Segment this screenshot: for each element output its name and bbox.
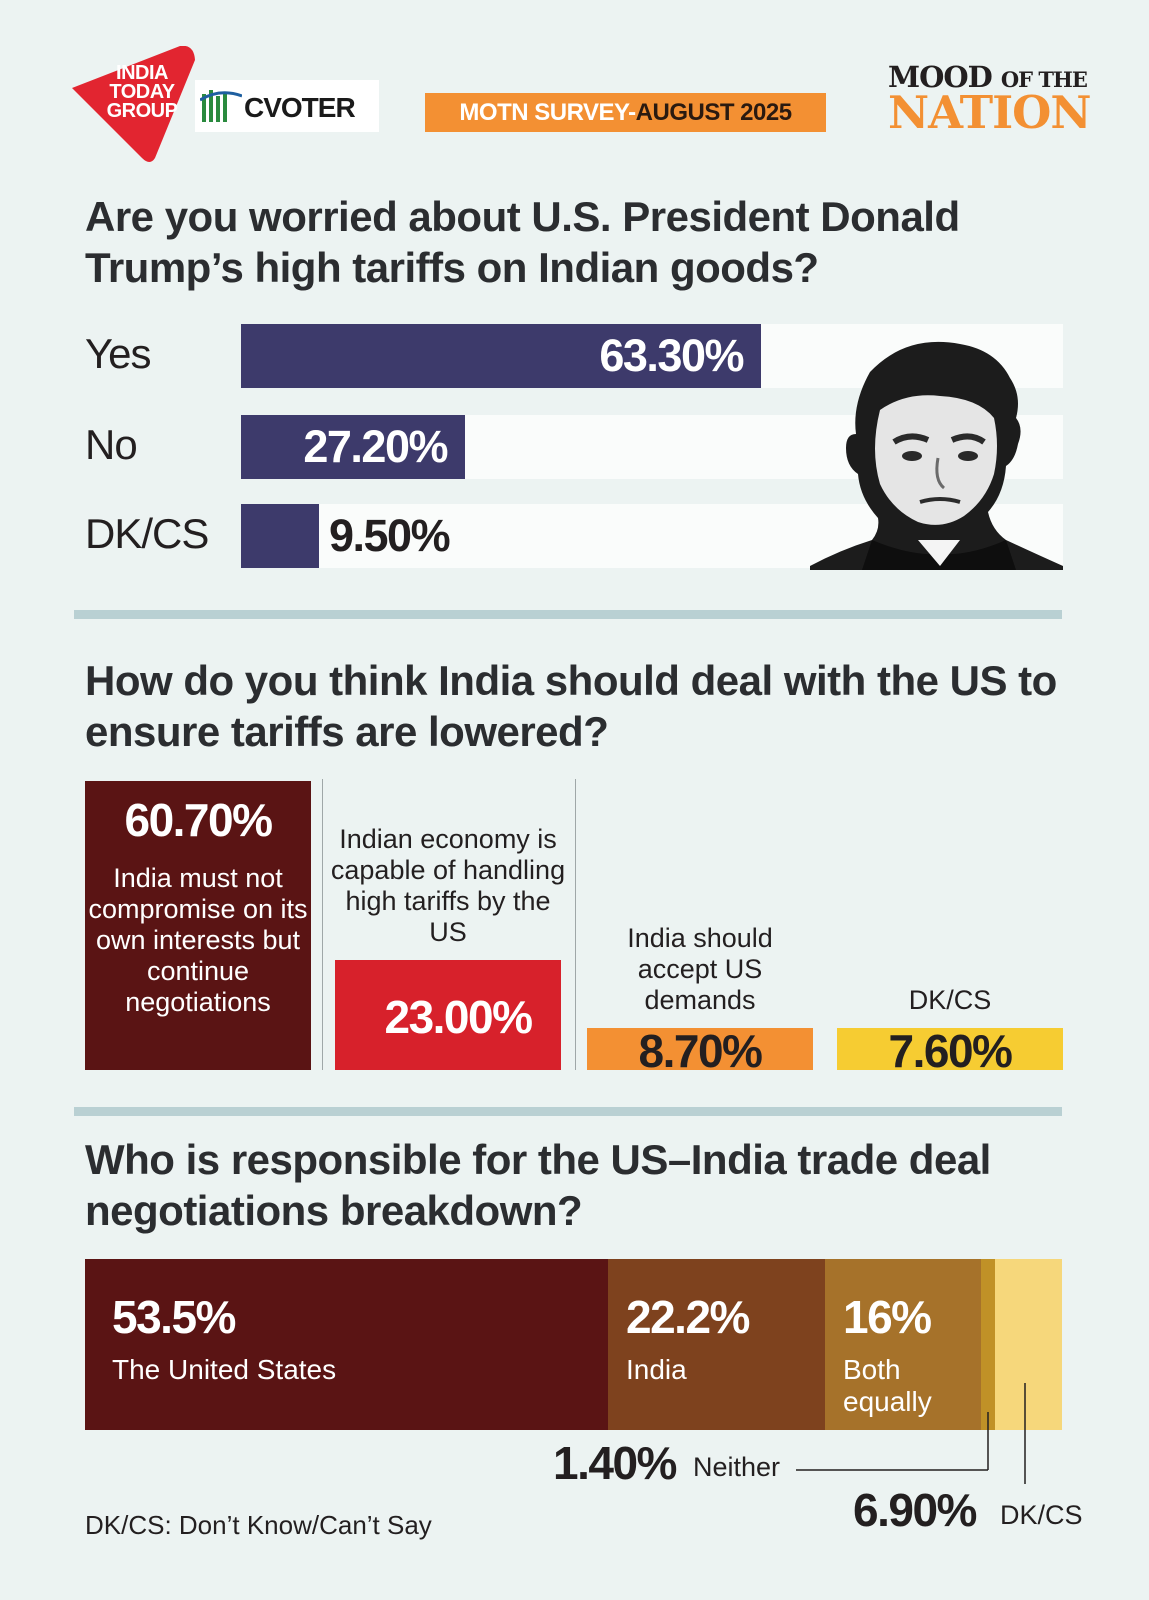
- category-label: The United States: [112, 1354, 337, 1385]
- india-today-group-logo-text: INDIA TODAY GROUP: [106, 62, 178, 122]
- category-label: India should accept US demands: [627, 923, 773, 1015]
- section-divider-2: [74, 1107, 1062, 1116]
- stacked-segment: [825, 1259, 981, 1430]
- data-label: 9.50%: [329, 510, 451, 561]
- data-label: 63.30%: [599, 330, 744, 381]
- category-label: India must not compromise on its own int…: [88, 863, 308, 1017]
- section-divider-1: [74, 610, 1062, 619]
- bar: [335, 960, 561, 1070]
- category-label: India: [626, 1354, 687, 1385]
- data-label: 27.20%: [303, 421, 448, 472]
- survey-badge: MOTN SURVEY-AUGUST 2025: [425, 93, 826, 132]
- bar: [85, 781, 311, 1070]
- india-today-group-logo: [72, 46, 195, 162]
- mood-of-the-nation-logo-bottom: NATION: [888, 86, 1091, 139]
- stacked-segment: [85, 1259, 608, 1430]
- question-3-title: Who is responsible for the US–India trad…: [85, 1136, 991, 1234]
- stacked-segment: [981, 1259, 995, 1430]
- category-label: Yes: [85, 330, 152, 377]
- data-label: 60.70%: [124, 794, 273, 846]
- category-label: DK/CS: [1000, 1500, 1083, 1530]
- category-label: DK/CS: [85, 510, 209, 557]
- category-label: equally: [843, 1386, 932, 1417]
- data-label: 23.00%: [384, 991, 533, 1043]
- footnote: DK/CS: Don’t Know/Can’t Say: [85, 1510, 432, 1540]
- bar: [241, 324, 761, 388]
- mood-of-the-nation-logo-top: MOOD OF THE: [888, 60, 1088, 94]
- column-divider: [322, 779, 323, 1070]
- data-label: 6.90%: [853, 1484, 977, 1536]
- trump-portrait-illustration: [810, 341, 1063, 570]
- column-divider: [575, 779, 576, 1070]
- cvoter-logo-text: CVOTER: [244, 92, 356, 123]
- category-label: DK/CS: [908, 985, 992, 1015]
- data-label: 22.2%: [626, 1291, 750, 1343]
- question-1-title: Are you worried about U.S. President Don…: [85, 193, 960, 291]
- data-label: 8.70%: [638, 1025, 763, 1077]
- mood-word: MOOD: [888, 60, 993, 94]
- bar: [587, 1028, 813, 1070]
- survey-badge-name: MOTN SURVEY-: [459, 99, 636, 126]
- survey-badge-date: AUGUST 2025: [635, 99, 792, 126]
- bar: [837, 1028, 1063, 1070]
- of-the-word: OF THE: [1000, 67, 1088, 92]
- question-2-title: How do you think India should deal with …: [85, 657, 1057, 755]
- stacked-segment: [995, 1259, 1062, 1430]
- category-label: Both: [843, 1354, 901, 1385]
- category-label: No: [85, 421, 138, 468]
- stacked-segment: [608, 1259, 825, 1430]
- data-label: 7.60%: [888, 1025, 1013, 1077]
- data-label: 1.40%: [553, 1437, 677, 1489]
- category-label: Neither: [693, 1452, 781, 1482]
- data-label: 53.5%: [112, 1291, 236, 1343]
- data-label: 16%: [843, 1291, 932, 1343]
- bar: [241, 415, 465, 479]
- cvoter-mark-icon: [200, 90, 242, 122]
- category-label: Indian economy is capable of handling hi…: [330, 824, 566, 947]
- bar: [241, 504, 319, 568]
